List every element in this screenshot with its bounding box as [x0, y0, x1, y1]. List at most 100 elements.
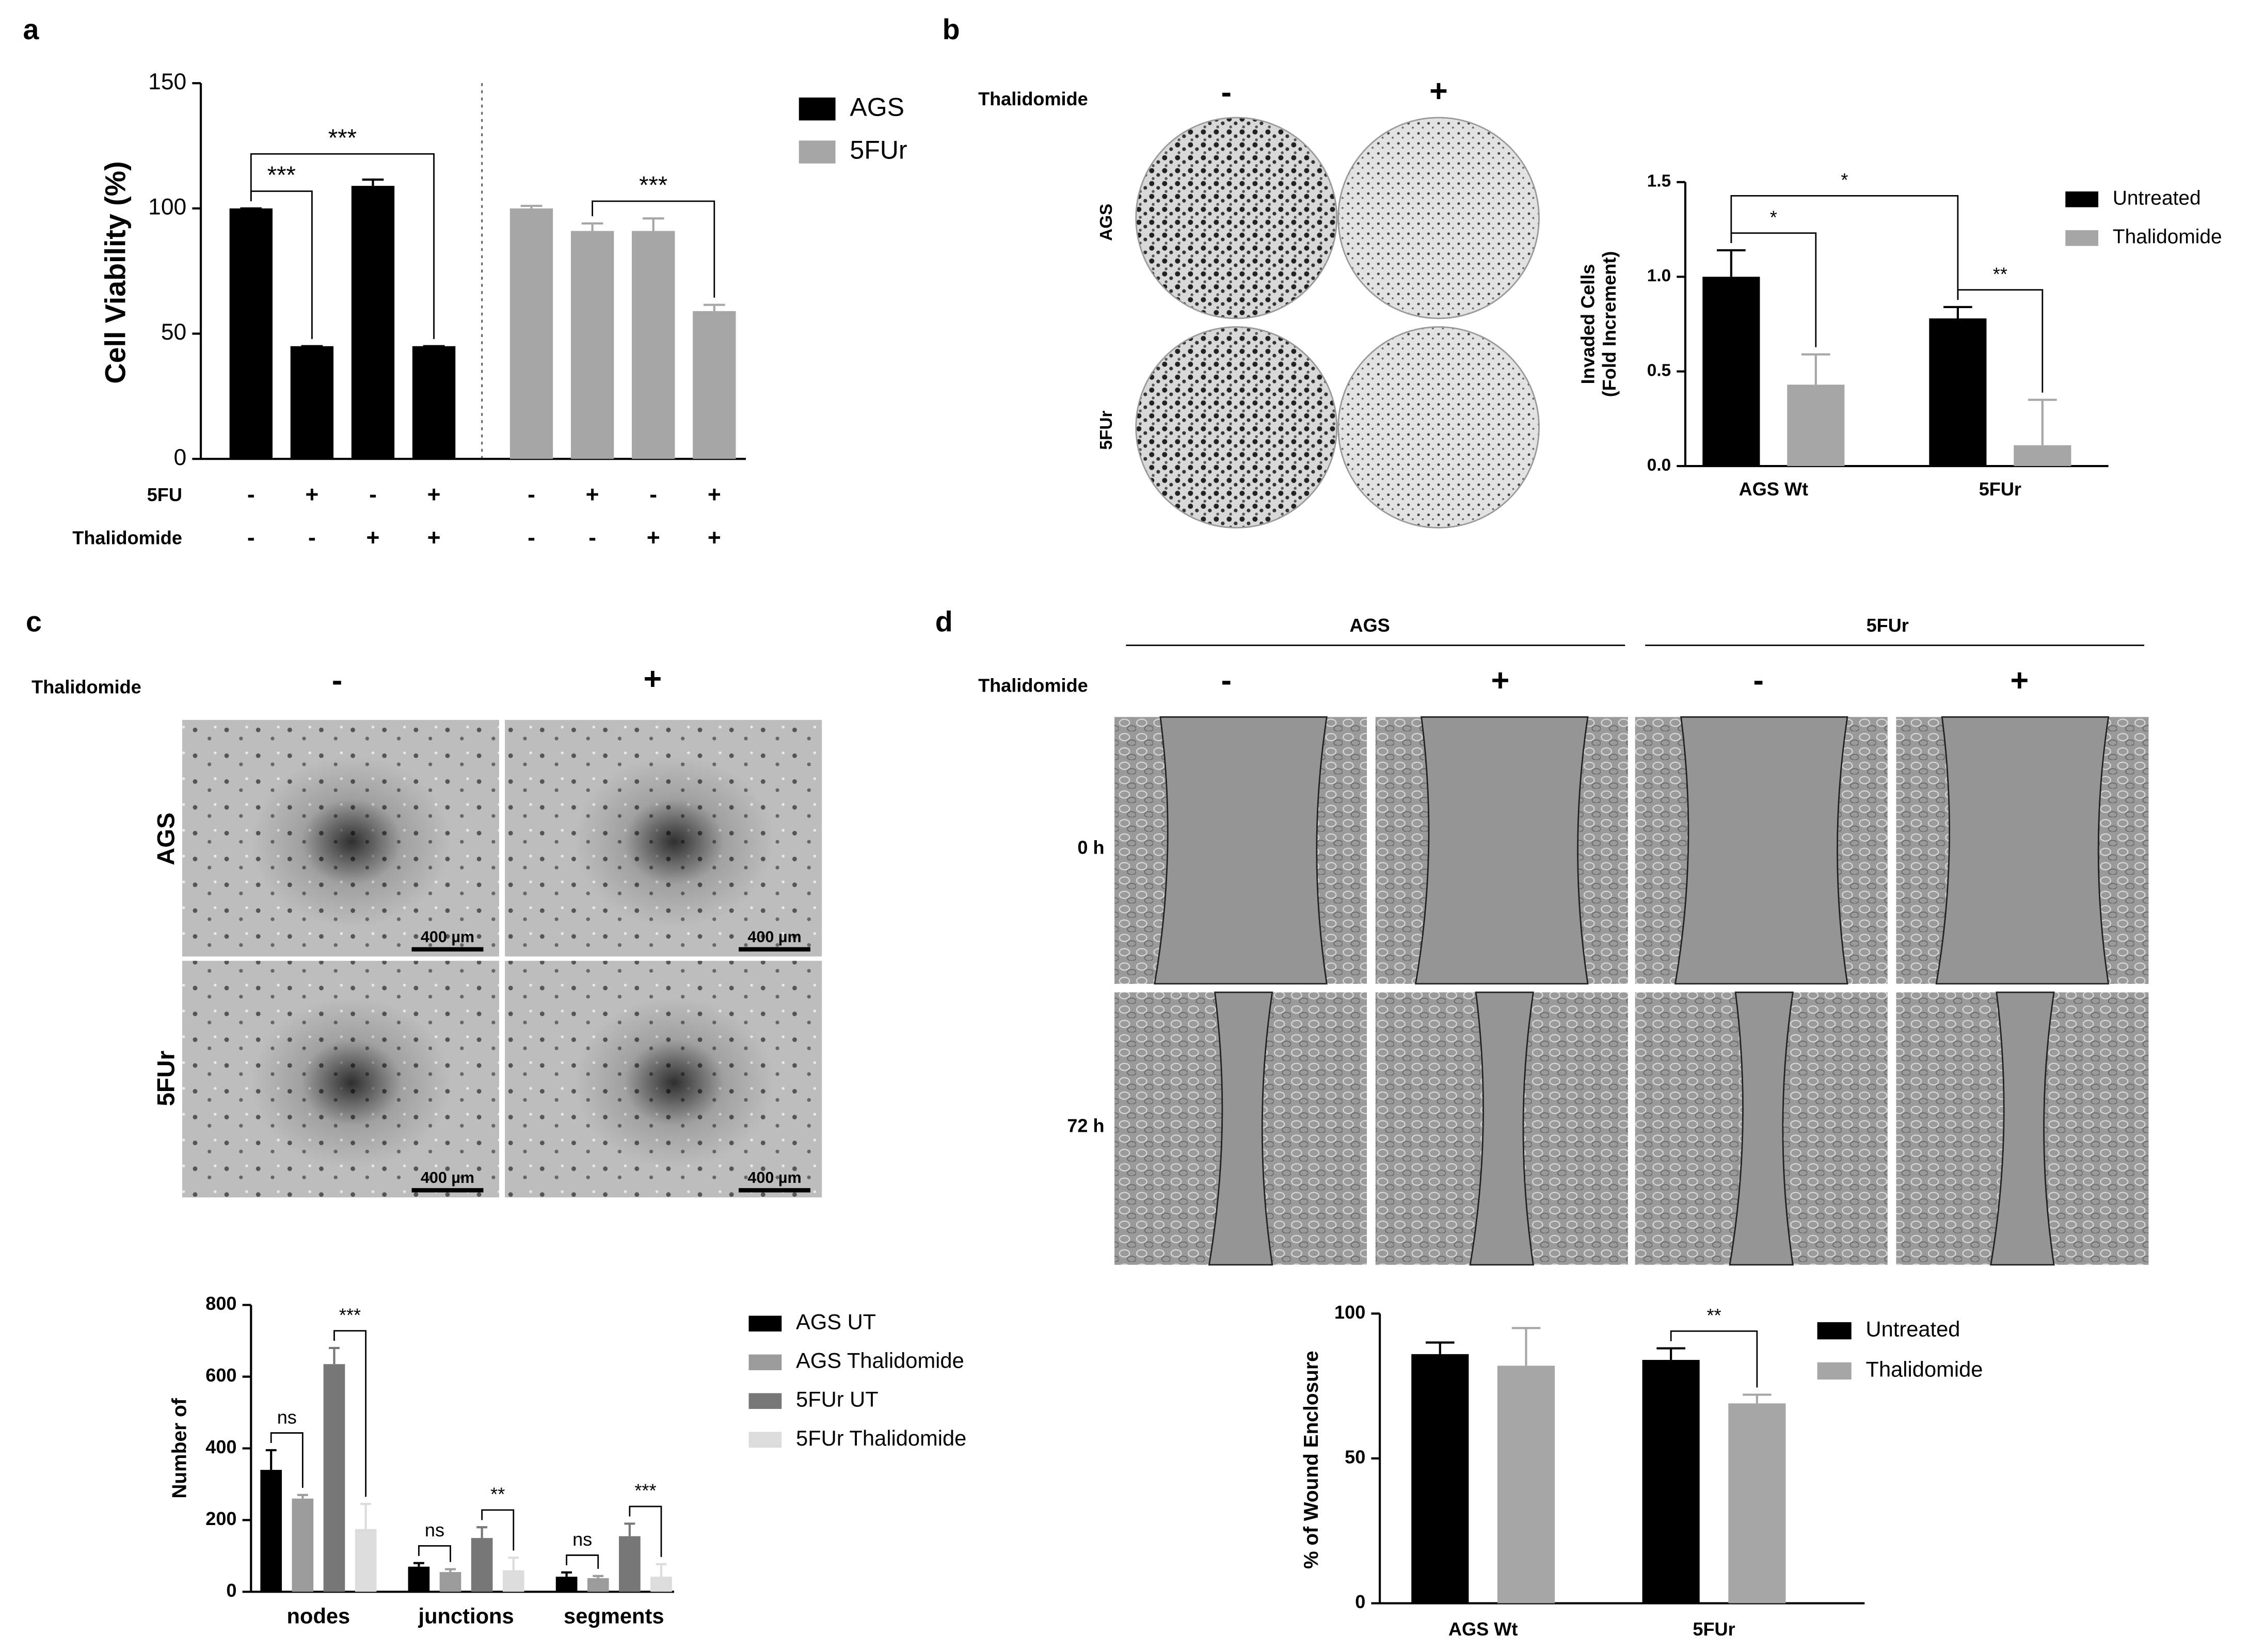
bar — [693, 311, 736, 459]
significance-bracket — [1670, 1330, 1758, 1388]
treatment-mark: - — [528, 525, 535, 551]
y-tick-label: 200 — [205, 1508, 236, 1529]
legend-swatch — [799, 140, 836, 164]
significance-label: ns — [277, 1406, 297, 1428]
error-bar — [1511, 1327, 1541, 1366]
legend-swatch — [1817, 1362, 1852, 1380]
bar — [351, 186, 395, 459]
label: 5FUr — [153, 1051, 180, 1106]
bar — [555, 1577, 578, 1592]
y-tick-label: 150 — [148, 69, 186, 94]
label: 400 µm — [747, 928, 801, 945]
error-bar — [1717, 249, 1746, 277]
legend-label: Thalidomide — [1866, 1357, 1983, 1381]
y-tick-label: 0 — [174, 445, 187, 470]
y-tick-label: 100 — [148, 195, 186, 220]
y-tick-label: 50 — [161, 319, 186, 345]
label: AGS — [153, 812, 180, 865]
panel-letter: c — [26, 605, 42, 637]
bar — [412, 346, 456, 459]
error-bar — [329, 1346, 340, 1365]
treatment-mark: + — [708, 525, 721, 551]
panel-letter: d — [935, 605, 953, 637]
x-tick-label: 5FUr — [1979, 478, 2021, 500]
y-axis-label: Number of — [168, 1398, 190, 1499]
significance-bracket — [481, 1509, 515, 1551]
treatment-mark: - — [528, 482, 535, 507]
label: 400 µm — [421, 1169, 474, 1186]
bar — [1411, 1354, 1469, 1603]
error-bar — [1743, 1393, 1772, 1404]
y-axis-label: Invaded Cells — [1577, 264, 1598, 384]
error-bar — [642, 217, 664, 231]
significance-label: * — [1841, 169, 1848, 190]
wound-gap — [1208, 991, 1273, 1266]
x-tick-label: segments — [564, 1603, 664, 1628]
significance-bracket — [1730, 195, 1959, 300]
bar — [471, 1538, 493, 1592]
error-bar — [265, 1449, 277, 1470]
y-tick-label: 100 — [1334, 1302, 1365, 1323]
bar — [1728, 1403, 1786, 1603]
y-axis-label: (Fold Increment) — [1599, 251, 1620, 397]
y-tick-label: 1.5 — [1647, 172, 1671, 191]
treatment-mark: - — [308, 525, 316, 551]
legend-swatch — [748, 1316, 782, 1332]
y-tick-label: 400 — [205, 1436, 236, 1457]
legend-label: AGS — [850, 92, 904, 121]
error-bar — [1943, 306, 1972, 318]
legend-swatch — [748, 1432, 782, 1448]
y-axis-label: % of Wound Enclosure — [1300, 1351, 1322, 1569]
microscopy-image — [573, 997, 775, 1169]
significance-bracket — [418, 1545, 451, 1562]
microscopy-image — [573, 756, 775, 928]
treatment-mark: + — [305, 482, 318, 507]
error-bar — [476, 1526, 488, 1538]
x-tick-label: junctions — [418, 1603, 514, 1628]
legend-label: 5FUr UT — [796, 1387, 879, 1412]
wound-gap — [1729, 991, 1794, 1266]
bar — [1702, 277, 1760, 467]
label: 400 µm — [747, 1169, 801, 1186]
legend-swatch — [748, 1393, 782, 1409]
y-tick-label: 600 — [205, 1365, 236, 1386]
bar — [1929, 318, 1987, 467]
error-bar — [362, 178, 384, 186]
error-bar — [703, 303, 725, 311]
label: + — [1491, 663, 1510, 698]
panel-letter: b — [943, 13, 960, 45]
significance-bracket — [250, 153, 435, 339]
treatment-mark: + — [366, 525, 380, 551]
legend-swatch — [2065, 230, 2099, 246]
significance-label: *** — [328, 124, 357, 152]
wound-gap — [1414, 716, 1589, 985]
bar — [587, 1578, 609, 1592]
x-tick-label: 5FUr — [1693, 1618, 1735, 1640]
treatment-mark: - — [588, 525, 596, 551]
legend-label: Untreated — [1866, 1317, 1960, 1341]
y-axis-label: Cell Viability (%) — [100, 161, 132, 383]
y-tick-label: 0 — [1355, 1591, 1365, 1612]
error-bar — [2028, 398, 2057, 445]
bar — [355, 1529, 377, 1592]
significance-label: ** — [1706, 1305, 1721, 1326]
y-tick-label: 800 — [205, 1293, 236, 1314]
bar — [570, 231, 614, 459]
bar — [1642, 1360, 1700, 1603]
x-tick-label: nodes — [287, 1603, 350, 1628]
label: + — [2011, 663, 2029, 698]
label: - — [1221, 663, 1232, 698]
treatment-mark: + — [708, 482, 721, 507]
legend-swatch — [799, 97, 836, 121]
bar — [290, 346, 334, 459]
well-image — [1135, 117, 1338, 319]
significance-bracket — [333, 1330, 366, 1497]
legend-label: Untreated — [2113, 187, 2201, 210]
treatment-mark: - — [247, 525, 255, 551]
wound-gap — [1154, 716, 1328, 985]
bar — [439, 1572, 461, 1592]
error-bar — [413, 1562, 424, 1567]
bar — [509, 208, 553, 459]
row-label: Thalidomide — [72, 527, 182, 548]
significance-label: *** — [339, 1304, 361, 1325]
